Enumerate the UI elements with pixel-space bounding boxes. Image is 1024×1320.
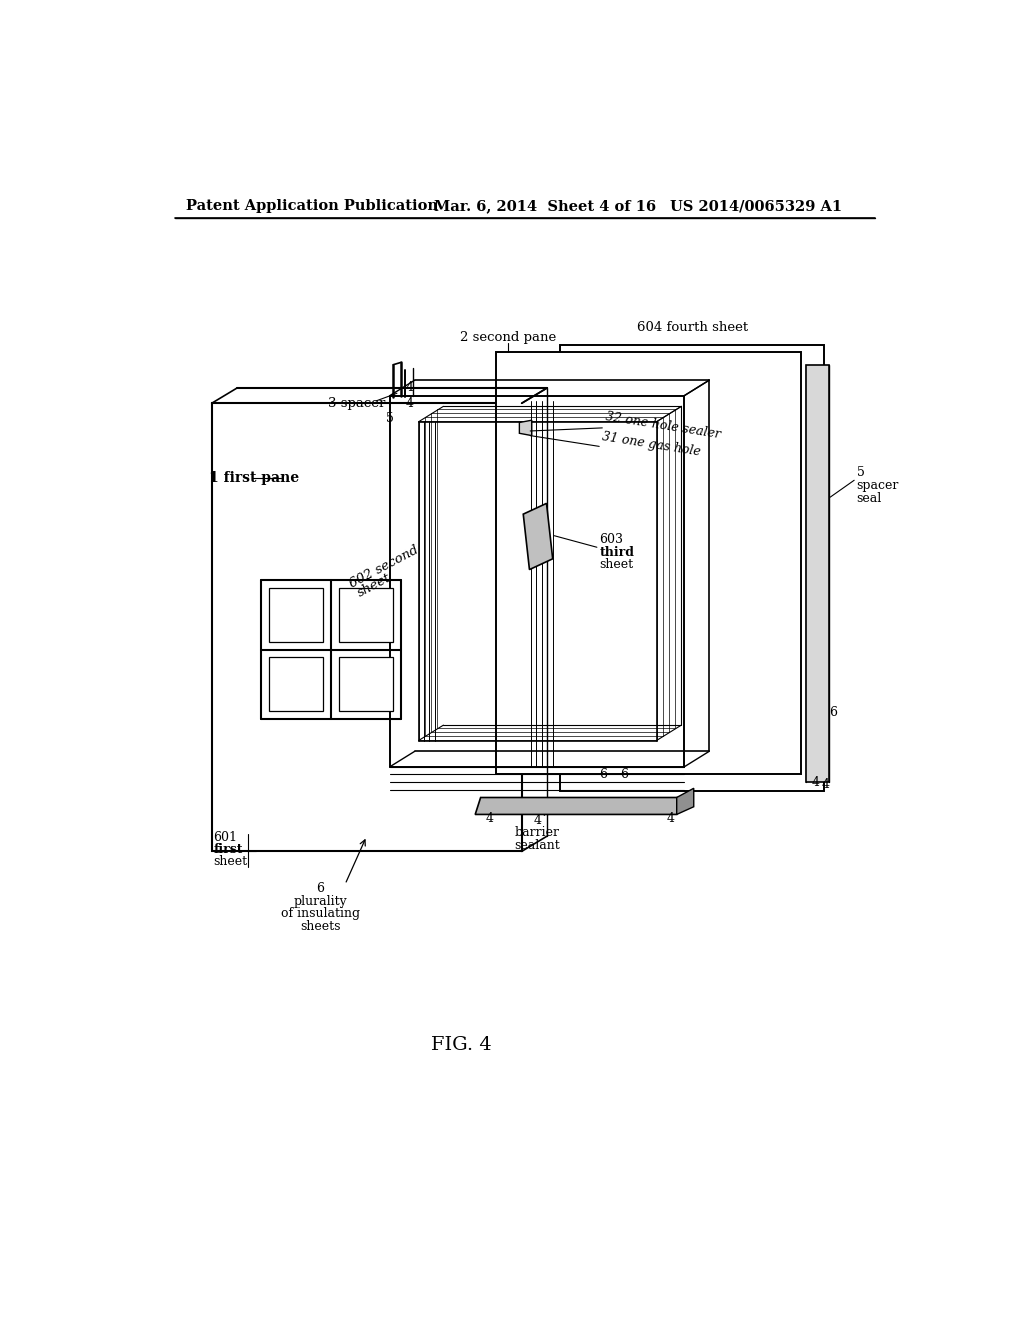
Polygon shape — [475, 797, 682, 814]
Text: 4: 4 — [811, 776, 819, 788]
Text: spacer: spacer — [856, 479, 899, 492]
Text: barrier: barrier — [515, 826, 560, 840]
Text: 6: 6 — [620, 768, 628, 781]
Text: sheets: sheets — [300, 920, 340, 933]
Text: 4: 4 — [534, 814, 542, 828]
Text: 4: 4 — [485, 812, 494, 825]
Text: sheet: sheet — [355, 572, 393, 601]
Text: 602 second: 602 second — [347, 543, 421, 590]
Text: 4: 4 — [667, 812, 675, 825]
Text: third: third — [599, 546, 634, 560]
Text: 6: 6 — [316, 882, 325, 895]
Polygon shape — [496, 352, 801, 775]
Text: 4: 4 — [406, 381, 414, 395]
Text: plurality: plurality — [293, 895, 347, 908]
Text: 4: 4 — [406, 397, 414, 409]
Text: 6: 6 — [829, 706, 838, 719]
Polygon shape — [806, 364, 829, 781]
Text: Mar. 6, 2014  Sheet 4 of 16: Mar. 6, 2014 Sheet 4 of 16 — [434, 199, 656, 213]
Polygon shape — [269, 589, 324, 642]
Polygon shape — [523, 503, 553, 570]
Polygon shape — [339, 589, 393, 642]
Text: 603: 603 — [599, 533, 624, 546]
Text: 3 spacer: 3 spacer — [328, 397, 385, 409]
Text: US 2014/0065329 A1: US 2014/0065329 A1 — [671, 199, 843, 213]
Text: sealant: sealant — [514, 838, 560, 851]
Text: first: first — [213, 843, 243, 857]
Text: 6: 6 — [599, 768, 607, 781]
Text: FIG. 4: FIG. 4 — [431, 1036, 492, 1055]
Text: sheet: sheet — [213, 855, 248, 869]
Polygon shape — [560, 345, 824, 792]
Text: 31 one gas hole: 31 one gas hole — [601, 430, 701, 459]
Text: sheet: sheet — [599, 557, 633, 570]
Text: 601: 601 — [213, 832, 238, 843]
Text: 4: 4 — [821, 777, 829, 791]
Polygon shape — [339, 657, 393, 711]
Text: 5: 5 — [856, 466, 864, 479]
Polygon shape — [519, 420, 531, 436]
Text: 604 fourth sheet: 604 fourth sheet — [637, 321, 748, 334]
Polygon shape — [212, 404, 521, 851]
Text: Patent Application Publication: Patent Application Publication — [186, 199, 438, 213]
Polygon shape — [677, 788, 693, 814]
Text: 2 second pane: 2 second pane — [460, 330, 556, 343]
Text: 5: 5 — [386, 412, 394, 425]
Text: 1 first pane: 1 first pane — [209, 471, 299, 484]
Text: seal: seal — [856, 492, 882, 506]
Text: 32 one hole sealer: 32 one hole sealer — [604, 411, 722, 441]
Polygon shape — [269, 657, 324, 711]
Text: of insulating: of insulating — [281, 907, 359, 920]
